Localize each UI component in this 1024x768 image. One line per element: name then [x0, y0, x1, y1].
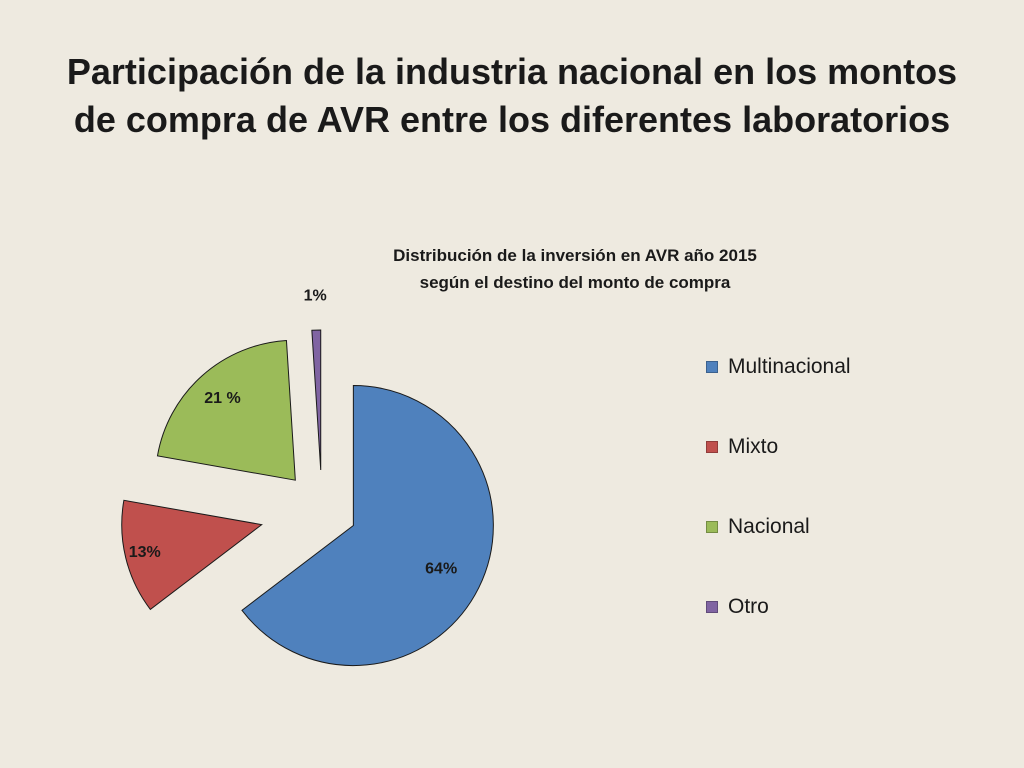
legend-item-otro: Otro — [706, 592, 926, 622]
legend-item-multinacional: Multinacional — [706, 352, 926, 382]
legend-label-otro: Otro — [728, 595, 769, 618]
slide-title-line-2: de compra de AVR entre los diferentes la… — [73, 99, 951, 140]
data-label-otro: 1% — [304, 288, 327, 305]
slide-title: Participación de la industria nacional e… — [40, 48, 984, 144]
data-label-multinacional: 64% — [425, 560, 457, 577]
pie-slice-nacional — [156, 339, 296, 481]
legend-label-nacional: Nacional — [728, 515, 810, 538]
chart-legend: Multinacional Mixto Nacional Otro — [706, 352, 926, 672]
legend-item-nacional: Nacional — [706, 512, 926, 542]
legend-swatch-multinacional — [706, 361, 718, 373]
pie-slice-mixto — [121, 499, 263, 611]
legend-item-mixto: Mixto — [706, 432, 926, 462]
legend-swatch-otro — [706, 601, 718, 613]
chart-title-line-2: según el destino del monto de compra — [419, 273, 731, 292]
slide-title-line-1: Participación de la industria nacional e… — [66, 51, 958, 92]
pie-slice-otro — [311, 329, 322, 471]
pie-slice-multinacional — [241, 385, 494, 667]
chart-title: Distribución de la inversión en AVR año … — [300, 242, 850, 296]
chart-title-line-1: Distribución de la inversión en AVR año … — [393, 246, 757, 265]
data-label-mixto: 13% — [129, 544, 161, 561]
legend-swatch-nacional — [706, 521, 718, 533]
legend-label-multinacional: Multinacional — [728, 355, 851, 378]
legend-label-mixto: Mixto — [728, 435, 779, 458]
data-label-nacional: 21 % — [204, 390, 240, 407]
legend-swatch-mixto — [706, 441, 718, 453]
